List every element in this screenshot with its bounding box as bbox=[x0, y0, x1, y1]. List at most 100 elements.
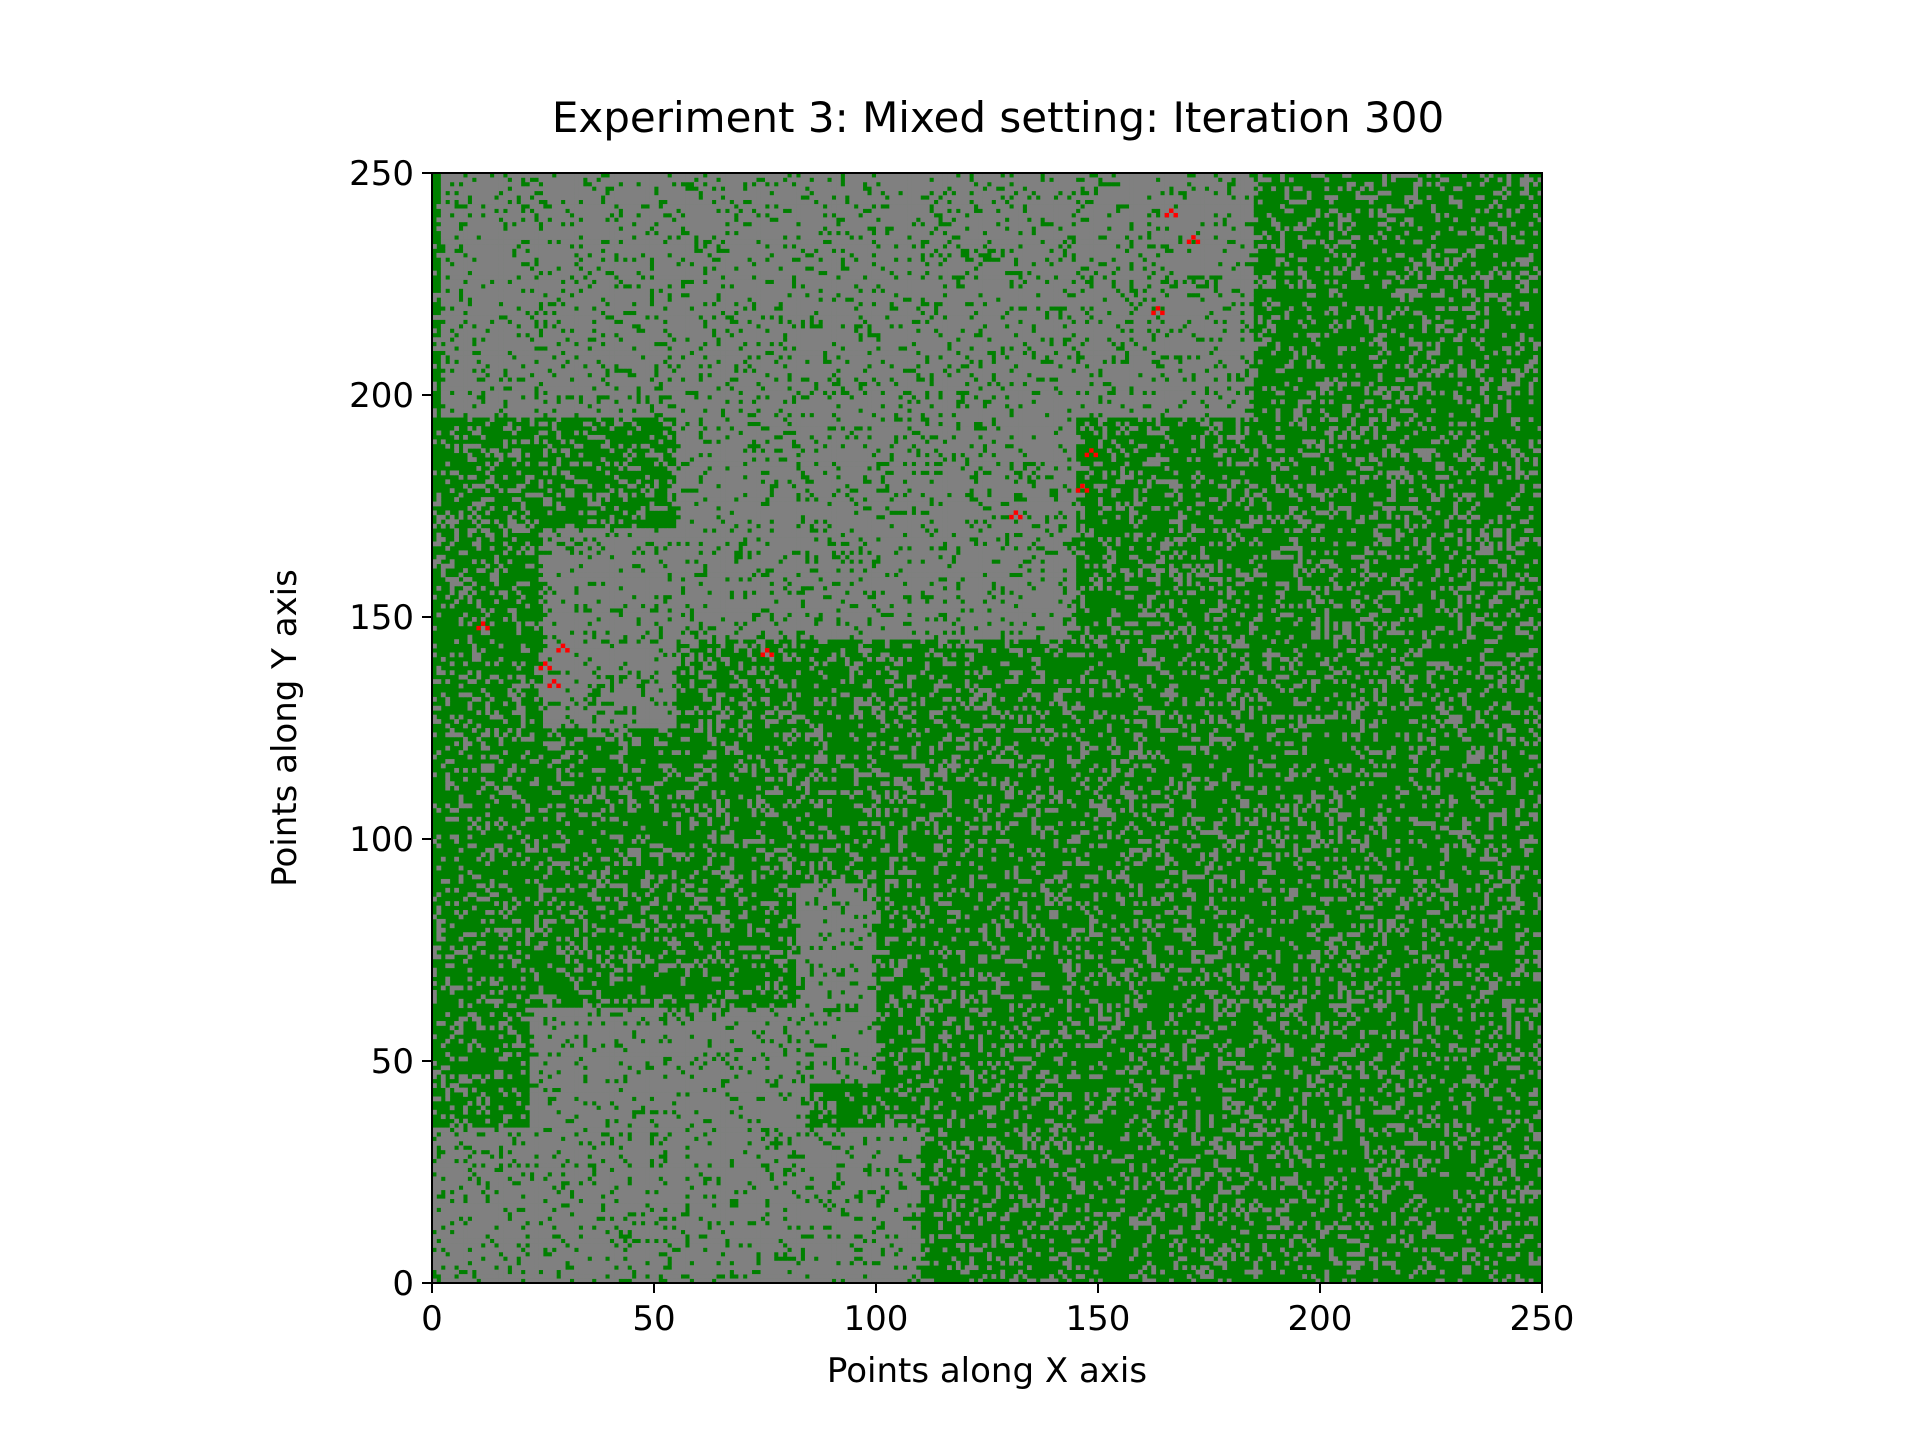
empty-cell bbox=[721, 1150, 726, 1155]
empty-cell bbox=[703, 1123, 708, 1128]
empty-cell bbox=[801, 1136, 806, 1141]
empty-cell bbox=[459, 1136, 464, 1141]
empty-cell bbox=[1000, 1239, 1005, 1244]
empty-cell bbox=[1471, 1150, 1476, 1155]
empty-cell bbox=[561, 1212, 566, 1217]
empty-cell bbox=[778, 1159, 783, 1164]
empty-cell bbox=[694, 1265, 699, 1270]
empty-cell bbox=[792, 1243, 797, 1248]
empty-cell bbox=[872, 1132, 877, 1137]
empty-cell bbox=[876, 1270, 881, 1275]
empty-cell bbox=[454, 1234, 459, 1239]
empty-cell bbox=[685, 1101, 690, 1106]
empty-cell bbox=[490, 1225, 495, 1230]
empty-cell bbox=[725, 1265, 730, 1270]
empty-cell bbox=[530, 1132, 535, 1137]
empty-cell bbox=[605, 1190, 610, 1195]
empty-cell bbox=[867, 1239, 872, 1244]
empty-cell bbox=[610, 1159, 615, 1164]
empty-cell bbox=[1378, 1145, 1383, 1150]
empty-cell bbox=[756, 1114, 761, 1119]
empty-cell bbox=[796, 1163, 801, 1168]
empty-cell bbox=[1307, 1145, 1312, 1150]
empty-cell bbox=[601, 1114, 606, 1119]
empty-cell bbox=[712, 1168, 717, 1173]
empty-cell bbox=[579, 1172, 584, 1177]
empty-cell bbox=[1506, 1256, 1511, 1261]
empty-cell bbox=[654, 1172, 659, 1177]
empty-cell bbox=[436, 1221, 441, 1226]
empty-cell bbox=[596, 1172, 601, 1177]
empty-cell bbox=[832, 1274, 837, 1279]
empty-cell bbox=[1089, 1234, 1094, 1239]
empty-cell bbox=[676, 1216, 681, 1221]
empty-cell bbox=[507, 1230, 512, 1235]
empty-cell bbox=[641, 1225, 646, 1230]
empty-cell bbox=[969, 1261, 974, 1266]
empty-cell bbox=[614, 1208, 619, 1213]
empty-cell bbox=[854, 1150, 859, 1155]
empty-cell bbox=[503, 1176, 508, 1181]
empty-cell bbox=[507, 1274, 512, 1279]
empty-cell bbox=[1333, 1123, 1338, 1128]
empty-cell bbox=[1338, 1119, 1343, 1124]
empty-cell bbox=[445, 1176, 450, 1181]
empty-cell bbox=[1245, 1110, 1250, 1115]
empty-cell bbox=[1142, 1265, 1147, 1270]
empty-cell bbox=[641, 1239, 646, 1244]
empty-cell bbox=[809, 1190, 814, 1195]
empty-cell bbox=[632, 1163, 637, 1168]
empty-cell bbox=[752, 1208, 757, 1213]
empty-cell bbox=[521, 1234, 526, 1239]
empty-cell bbox=[920, 1105, 925, 1110]
empty-cell bbox=[1475, 1208, 1480, 1213]
empty-cell bbox=[885, 1159, 890, 1164]
empty-cell bbox=[729, 1123, 734, 1128]
empty-cell bbox=[650, 1128, 655, 1133]
empty-cell bbox=[614, 1212, 619, 1217]
empty-cell bbox=[512, 1176, 517, 1181]
empty-cell bbox=[1404, 1163, 1409, 1168]
empty-cell bbox=[796, 1234, 801, 1239]
empty-cell bbox=[614, 1239, 619, 1244]
empty-cell bbox=[769, 1203, 774, 1208]
empty-cell bbox=[1284, 1150, 1289, 1155]
empty-cell bbox=[1529, 1216, 1534, 1221]
empty-cell bbox=[476, 1101, 481, 1106]
empty-cell bbox=[605, 1181, 610, 1186]
empty-cell bbox=[499, 1221, 504, 1226]
empty-cell bbox=[712, 1172, 717, 1177]
empty-cell bbox=[947, 1154, 952, 1159]
empty-cell bbox=[1338, 1208, 1343, 1213]
empty-cell bbox=[459, 1212, 464, 1217]
empty-cell bbox=[876, 1239, 881, 1244]
empty-cell bbox=[627, 1190, 632, 1195]
empty-cell bbox=[1134, 1252, 1139, 1257]
empty-cell bbox=[721, 1114, 726, 1119]
empty-cell bbox=[583, 1105, 588, 1110]
empty-cell bbox=[885, 1123, 890, 1128]
empty-cell bbox=[441, 1208, 446, 1213]
empty-cell bbox=[618, 1119, 623, 1124]
empty-cell bbox=[1054, 1256, 1059, 1261]
empty-cell bbox=[472, 1221, 477, 1226]
empty-cell bbox=[725, 1123, 730, 1128]
empty-cell bbox=[747, 1199, 752, 1204]
empty-cell bbox=[929, 1176, 934, 1181]
empty-cell bbox=[565, 1172, 570, 1177]
empty-cell bbox=[530, 1203, 535, 1208]
empty-cell bbox=[436, 1172, 441, 1177]
empty-cell bbox=[1111, 1230, 1116, 1235]
empty-cell bbox=[752, 1105, 757, 1110]
empty-cell bbox=[436, 1270, 441, 1275]
empty-cell bbox=[1493, 1208, 1498, 1213]
empty-cell bbox=[596, 1265, 601, 1270]
empty-cell bbox=[1173, 1176, 1178, 1181]
empty-cell bbox=[534, 1141, 539, 1146]
empty-cell bbox=[672, 1221, 677, 1226]
empty-cell bbox=[1116, 1159, 1121, 1164]
empty-cell bbox=[876, 1181, 881, 1186]
empty-cell bbox=[1360, 1136, 1365, 1141]
empty-cell bbox=[663, 1261, 668, 1266]
empty-cell bbox=[1440, 1234, 1445, 1239]
